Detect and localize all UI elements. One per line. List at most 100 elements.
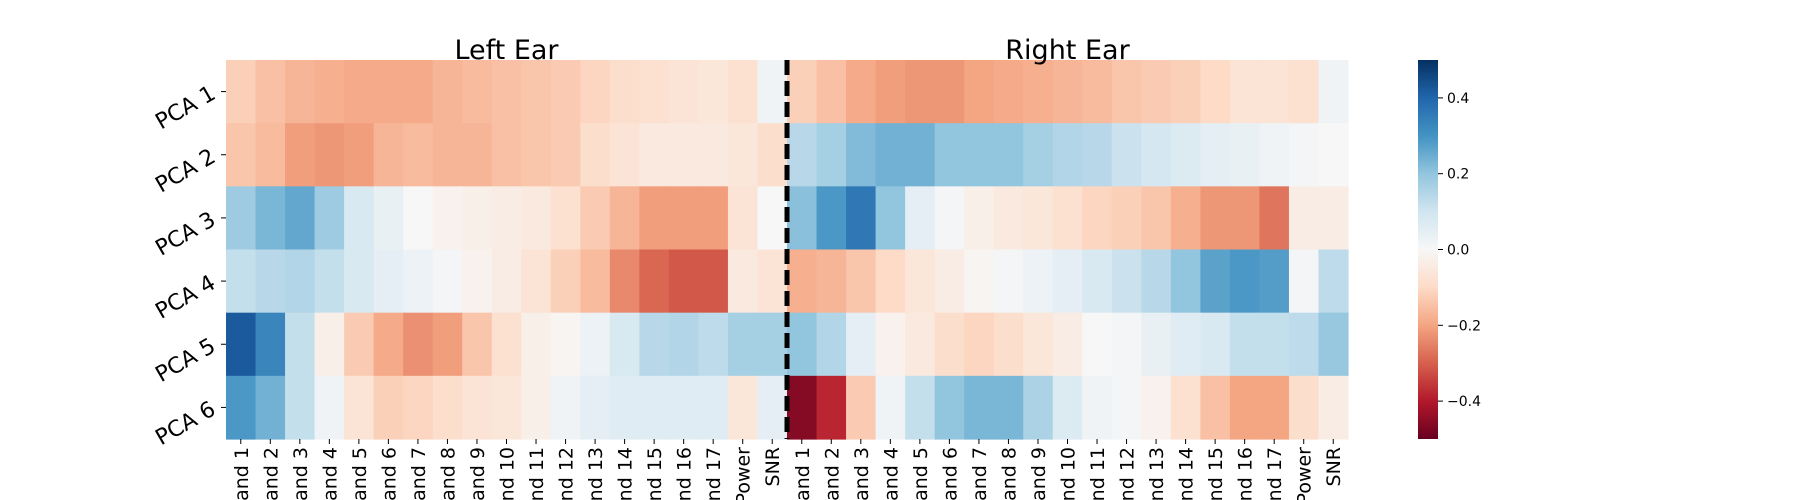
heatmap-cell <box>1288 375 1320 440</box>
column-label-group: Band 17 <box>703 439 725 500</box>
heatmap-cell <box>816 312 847 377</box>
heatmap-cell <box>727 375 759 440</box>
column-label-group: Band 5 <box>910 439 932 500</box>
heatmap-cell <box>875 123 906 187</box>
column-label: Band 8 <box>437 447 459 500</box>
column-label: Band 14 <box>1176 447 1198 500</box>
column-label-group: Band 11 <box>1087 439 1109 500</box>
heatmap-cell <box>1318 186 1349 251</box>
column-label: Band 5 <box>349 447 371 500</box>
column-label-group: Band 14 <box>1176 439 1198 500</box>
heatmap-cell <box>1111 375 1142 440</box>
heatmap-cell <box>1141 186 1172 251</box>
heatmap-cell <box>698 312 729 377</box>
chart-title-right: Right Ear <box>1005 35 1130 66</box>
column-label: Power <box>733 447 755 500</box>
heatmap-cell <box>1141 60 1172 124</box>
heatmap-cell <box>727 312 759 377</box>
heatmap-cell <box>993 375 1024 440</box>
column-label-group: Band 2 <box>821 439 843 500</box>
heatmap-cell <box>491 249 522 314</box>
column-label-group: Band 15 <box>644 439 666 500</box>
heatmap-cell <box>964 375 995 440</box>
heatmap-cell <box>373 375 404 440</box>
heatmap-cell <box>1052 60 1083 124</box>
column-label-group: Band 10 <box>1058 439 1080 500</box>
heatmap-cell <box>1229 186 1261 251</box>
heatmap-cell <box>580 60 611 124</box>
heatmap-cell <box>787 249 818 314</box>
column-label: Band 10 <box>497 447 519 500</box>
column-label-group: Band 1 <box>792 439 814 500</box>
heatmap-cell <box>993 312 1024 377</box>
column-label-group: Band 9 <box>467 439 489 500</box>
column-label: Band 8 <box>998 447 1020 500</box>
heatmap-cell <box>462 123 493 187</box>
heatmap-cell <box>993 123 1024 187</box>
heatmap-cell <box>934 186 965 251</box>
heatmap-cell <box>580 186 611 251</box>
heatmap-cell <box>1082 186 1113 251</box>
heatmap-cell <box>1200 123 1231 187</box>
heatmap-cell <box>1111 60 1142 124</box>
column-label-group: Band 3 <box>290 439 312 500</box>
heatmap-cell <box>1141 375 1172 440</box>
heatmap-cell <box>1170 312 1201 377</box>
heatmap-cell <box>521 375 552 440</box>
heatmap-cell <box>787 375 818 440</box>
colorbar-tick-label: −0.4 <box>1447 394 1481 410</box>
heatmap-cell <box>1200 249 1231 314</box>
column-labels: Band 1 Band 2 Band 3 Band 4 Band 5 Band 6 Band… <box>231 439 1345 500</box>
heatmap-cell <box>226 375 257 440</box>
column-label-group: Band 7 <box>408 439 430 500</box>
heatmap-cell <box>1170 123 1201 187</box>
column-label-group: Band 10 <box>497 439 519 500</box>
heatmap-cell <box>757 186 788 251</box>
heatmap-cell <box>344 123 375 187</box>
heatmap-cell <box>314 312 345 377</box>
colorbar-tick-label: −0.2 <box>1447 318 1481 334</box>
column-label-group: Band 15 <box>1205 439 1227 500</box>
heatmap-cell <box>1141 249 1172 314</box>
column-label-group: SNR <box>1323 439 1345 486</box>
heatmap-cells <box>226 60 1349 440</box>
heatmap-cell <box>816 249 847 314</box>
heatmap-cell <box>373 186 404 251</box>
heatmap-cell <box>905 186 936 251</box>
heatmap-cell <box>609 312 640 377</box>
heatmap-cell <box>226 312 257 377</box>
heatmap-cell <box>1141 123 1172 187</box>
heatmap-cell <box>727 60 759 124</box>
heatmap-cell <box>255 249 286 314</box>
heatmap-cell <box>432 249 463 314</box>
column-label: Band 2 <box>260 447 282 500</box>
heatmap-cell <box>462 186 493 251</box>
heatmap-cell <box>255 186 286 251</box>
heatmap-cell <box>934 312 965 377</box>
heatmap-cell <box>1052 123 1083 187</box>
heatmap-cell <box>1052 186 1083 251</box>
heatmap-cell <box>462 312 493 377</box>
column-label-group: Power <box>733 439 755 500</box>
heatmap-cell <box>550 123 581 187</box>
heatmap-cell <box>1259 123 1290 187</box>
heatmap-cell <box>491 312 522 377</box>
heatmap-cell <box>1259 249 1290 314</box>
column-label: Band 9 <box>1028 447 1050 500</box>
heatmap-cell <box>344 312 375 377</box>
column-label: Band 13 <box>1146 447 1168 500</box>
row-label-group: PCA 6 <box>151 397 226 451</box>
column-label: Band 13 <box>585 447 607 500</box>
heatmap-cell <box>1200 60 1231 124</box>
heatmap-cell <box>1023 60 1054 124</box>
heatmap-cell <box>1052 375 1083 440</box>
row-label: PCA 2 <box>151 144 220 198</box>
heatmap-cell <box>491 375 522 440</box>
column-label: Band 3 <box>290 447 312 500</box>
heatmap-cell <box>668 375 700 440</box>
column-label: Band 5 <box>910 447 932 500</box>
heatmap-cell <box>1111 123 1142 187</box>
heatmap-cell <box>1052 249 1083 314</box>
column-label: Band 11 <box>1087 447 1109 500</box>
heatmap-cell <box>1023 186 1054 251</box>
